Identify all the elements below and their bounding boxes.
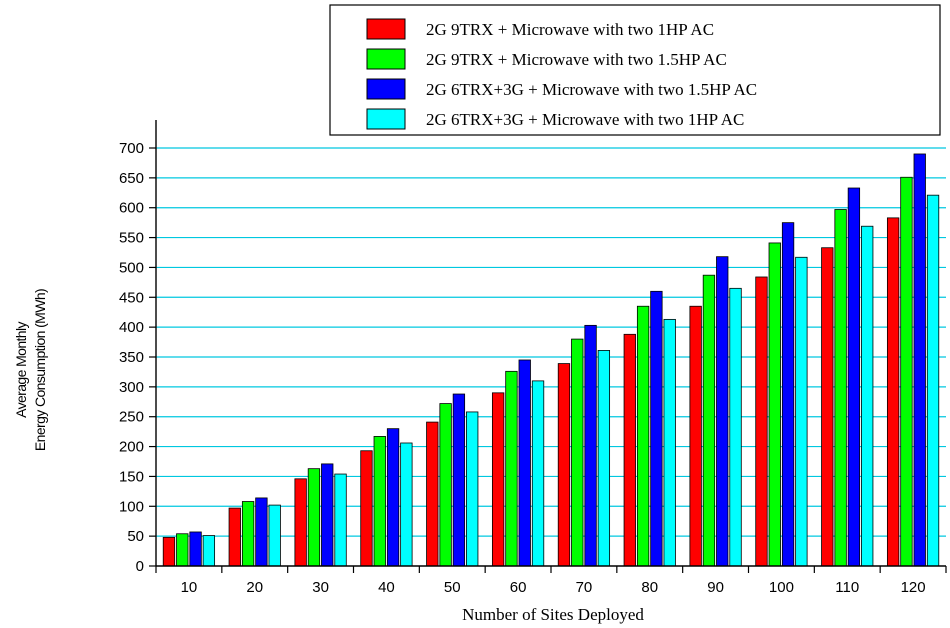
bar xyxy=(913,153,926,567)
bar xyxy=(689,305,702,567)
bar xyxy=(373,436,386,567)
bar xyxy=(518,359,531,567)
legend-label: 2G 6TRX+3G + Microwave with two 1HP AC xyxy=(426,110,744,129)
legend-swatch xyxy=(366,18,406,40)
x-tick-label: 120 xyxy=(901,579,926,596)
legend-label: 2G 9TRX + Microwave with two 1HP AC xyxy=(426,20,714,39)
bar xyxy=(781,222,795,567)
y-axis-title-line-1: Average Monthly xyxy=(13,322,29,418)
y-tick-label: 550 xyxy=(119,230,144,247)
y-tick-label: 350 xyxy=(119,349,144,366)
legend-swatch xyxy=(366,108,406,130)
x-tick-label: 20 xyxy=(246,579,263,596)
bar xyxy=(557,363,571,567)
bar xyxy=(268,504,281,567)
bar xyxy=(584,324,597,567)
y-tick-label: 200 xyxy=(119,439,144,456)
bar xyxy=(452,393,466,567)
bar xyxy=(334,473,347,567)
bar xyxy=(821,247,834,567)
bar xyxy=(386,428,400,567)
bar xyxy=(202,535,216,567)
legend-swatch xyxy=(366,48,406,70)
legend-box xyxy=(329,4,941,136)
bar xyxy=(847,187,861,567)
y-axis-title-line-2: Energy Consumption (MWh) xyxy=(32,289,48,451)
bar xyxy=(531,380,545,567)
bar xyxy=(189,531,202,567)
x-tick-label: 40 xyxy=(378,579,395,596)
gridlines xyxy=(156,147,946,537)
bar xyxy=(900,176,913,567)
y-tick-label: 700 xyxy=(119,140,144,157)
bar xyxy=(321,463,334,567)
bar xyxy=(729,287,742,567)
x-axis-ticks: 10 20 30 40 50 60 70 80 90 100 110 120 xyxy=(155,566,947,596)
bar xyxy=(768,242,781,567)
x-axis-title: Number of Sites Deployed xyxy=(462,605,644,624)
bar xyxy=(886,217,900,567)
bar xyxy=(636,305,650,567)
bar xyxy=(162,536,176,567)
legend-swatch xyxy=(366,78,406,100)
bar xyxy=(834,209,847,567)
x-tick-label: 60 xyxy=(510,579,527,596)
bar xyxy=(307,468,321,567)
y-tick-label: 450 xyxy=(119,289,144,306)
y-axis-ticks: 0 50 100 150 200 250 300 350 400 450 500 550 600 650 7… xyxy=(119,140,156,575)
bar xyxy=(466,411,479,567)
y-tick-label: 600 xyxy=(119,200,144,217)
bar xyxy=(294,478,307,567)
bar xyxy=(241,501,255,567)
y-tick-label: 50 xyxy=(127,528,144,545)
y-tick-label: 650 xyxy=(119,170,144,187)
bar xyxy=(255,497,268,567)
legend-label: 2G 9TRX + Microwave with two 1.5HP AC xyxy=(426,50,727,69)
x-tick-label: 90 xyxy=(707,579,724,596)
bar xyxy=(491,392,505,567)
x-tick-label: 10 xyxy=(181,579,198,596)
bar xyxy=(623,333,636,567)
x-tick-label: 30 xyxy=(312,579,329,596)
bar xyxy=(571,338,584,567)
bar xyxy=(360,450,373,567)
y-axis-title: Average Monthly Energy Consumption (MWh) xyxy=(13,289,48,451)
x-tick-label: 110 xyxy=(835,579,859,596)
legend-label: 2G 6TRX+3G + Microwave with two 1.5HP AC xyxy=(426,80,757,99)
y-tick-label: 150 xyxy=(119,468,144,485)
y-tick-label: 100 xyxy=(119,498,144,515)
y-tick-label: 400 xyxy=(119,319,144,336)
bar xyxy=(755,276,768,567)
y-tick-label: 0 xyxy=(136,558,144,575)
bar xyxy=(702,274,716,567)
x-tick-label: 100 xyxy=(769,579,794,596)
y-tick-label: 300 xyxy=(119,379,144,396)
bar xyxy=(716,256,729,567)
bar xyxy=(663,318,676,567)
bar xyxy=(439,403,452,567)
bar xyxy=(505,370,518,567)
bar xyxy=(795,256,808,567)
legend: 2G 9TRX + Microwave with two 1HP AC 2G 9T… xyxy=(329,4,941,136)
x-tick-label: 70 xyxy=(576,579,593,596)
bar xyxy=(650,290,663,567)
bar xyxy=(228,507,241,567)
bar xyxy=(400,442,413,567)
y-tick-label: 500 xyxy=(119,259,144,276)
x-tick-label: 80 xyxy=(641,579,658,596)
bar xyxy=(861,225,874,567)
y-tick-label: 250 xyxy=(119,409,144,426)
bar xyxy=(426,421,439,567)
x-tick-label: 50 xyxy=(444,579,461,596)
bar xyxy=(926,194,940,567)
bars xyxy=(162,153,940,567)
bar xyxy=(176,533,189,567)
bar xyxy=(597,350,611,567)
